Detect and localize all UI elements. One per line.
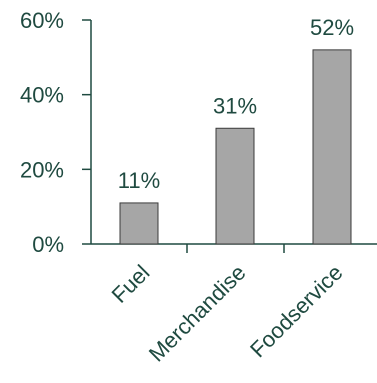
data-label: 52%	[310, 15, 354, 40]
bar-foodservice	[312, 49, 352, 245]
y-tick-label: 60%	[20, 8, 64, 33]
x-axis	[91, 243, 377, 253]
bar-merchandise	[215, 127, 255, 245]
y-tick-label: 40%	[20, 83, 64, 108]
data-label: 31%	[213, 93, 257, 118]
bar-fuel	[119, 202, 159, 245]
category-label: Fuel	[107, 260, 155, 308]
category-label: Merchandise	[144, 260, 251, 367]
y-tick-label: 0%	[32, 232, 64, 257]
category-label: Foodservice	[245, 260, 347, 362]
y-tick-label: 20%	[20, 157, 64, 182]
y-axis: 0% 20% 40% 60%	[20, 8, 92, 257]
bars	[119, 49, 352, 245]
data-labels: 11% 31% 52%	[118, 15, 354, 193]
data-label: 11%	[118, 168, 160, 193]
